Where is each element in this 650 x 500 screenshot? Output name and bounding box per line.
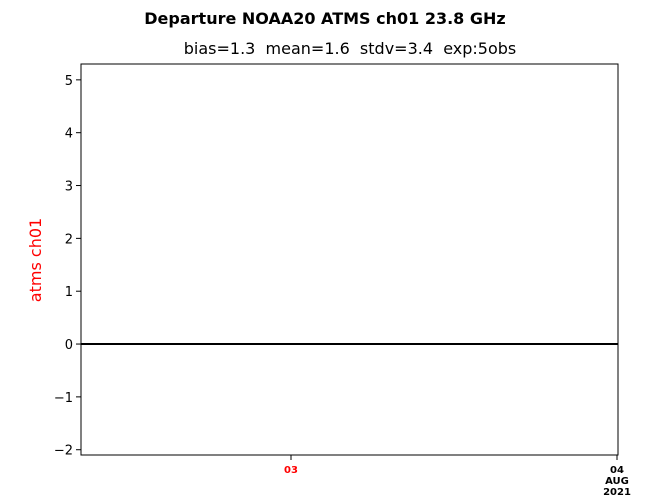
plot-area-frame [80, 63, 619, 456]
y-axis: −2 −1 0 1 2 3 4 5 [54, 74, 81, 459]
y-tick-label: 2 [65, 232, 73, 247]
x-tick-label: 03 [284, 465, 298, 476]
y-tick-label: −2 [54, 444, 73, 459]
y-tick-label: 1 [65, 285, 73, 300]
chart-subtitle: bias=1.3 mean=1.6 stdv=3.4 exp:5obs [184, 39, 516, 58]
y-tick-label: 3 [65, 180, 73, 195]
x-tick-label: 04 [610, 465, 624, 476]
y-tick-label: 4 [65, 127, 73, 142]
y-tick-label: 0 [65, 338, 73, 353]
y-axis-label: atms ch01 [26, 218, 45, 302]
x-tick-label: 2021 [603, 487, 631, 498]
y-tick-label: −1 [54, 391, 73, 406]
y-tick-label: 5 [65, 74, 73, 89]
x-tick-label: AUG [605, 476, 629, 487]
chart-title: Departure NOAA20 ATMS ch01 23.8 GHz [144, 9, 505, 28]
